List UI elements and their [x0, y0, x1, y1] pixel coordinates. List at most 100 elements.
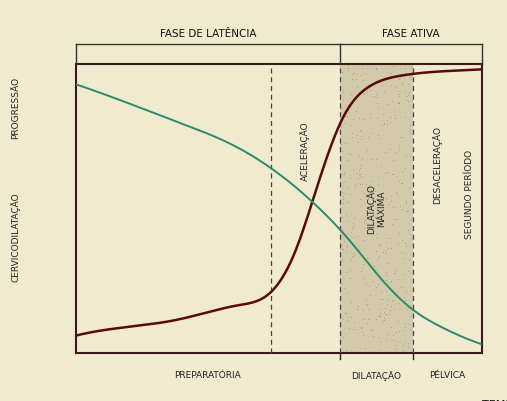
Point: [348, 225, 356, 231]
Point: [407, 64, 415, 70]
Point: [385, 311, 393, 318]
Point: [353, 84, 361, 90]
Point: [386, 245, 394, 251]
Point: [349, 326, 357, 332]
Point: [339, 96, 347, 103]
Point: [393, 191, 401, 197]
Point: [373, 115, 381, 121]
Point: [387, 70, 395, 76]
Point: [401, 65, 409, 71]
Point: [346, 275, 354, 282]
Point: [361, 213, 369, 219]
Point: [392, 216, 400, 222]
Point: [359, 315, 368, 322]
Point: [339, 193, 347, 199]
Point: [346, 122, 354, 128]
Point: [394, 317, 402, 324]
Point: [359, 237, 367, 243]
Point: [363, 204, 371, 210]
Point: [374, 173, 382, 180]
Bar: [340, 64, 413, 353]
Point: [404, 208, 412, 214]
Point: [370, 184, 378, 191]
Point: [350, 70, 358, 76]
Point: [378, 122, 386, 128]
Point: [406, 122, 414, 128]
Point: [394, 87, 403, 94]
Point: [401, 165, 409, 171]
Point: [380, 121, 388, 128]
Point: [394, 76, 403, 83]
Point: [361, 302, 370, 309]
Point: [359, 70, 367, 76]
Point: [405, 89, 413, 95]
Point: [366, 115, 374, 122]
Point: [392, 328, 400, 335]
Point: [338, 256, 346, 263]
Point: [396, 75, 405, 82]
Point: [344, 67, 352, 73]
Point: [346, 190, 354, 197]
Point: [338, 242, 346, 248]
Point: [405, 340, 413, 346]
Point: [343, 313, 351, 319]
Point: [403, 289, 411, 295]
Point: [391, 115, 399, 121]
Point: [390, 270, 398, 276]
Point: [365, 134, 373, 140]
Point: [386, 146, 394, 152]
Point: [380, 120, 388, 126]
Point: [370, 223, 378, 229]
Point: [374, 181, 382, 188]
Point: [381, 305, 389, 312]
Point: [401, 75, 409, 82]
Point: [400, 255, 408, 261]
Point: [362, 220, 370, 226]
Point: [352, 61, 360, 67]
Point: [341, 285, 349, 292]
Point: [375, 253, 383, 259]
Point: [375, 306, 383, 313]
Point: [381, 170, 389, 176]
Point: [401, 324, 409, 330]
Point: [364, 306, 372, 312]
Point: [408, 306, 416, 312]
Point: [364, 194, 372, 201]
Text: FASE ATIVA: FASE ATIVA: [382, 29, 440, 39]
Point: [347, 314, 355, 320]
Point: [373, 93, 381, 100]
Point: [403, 207, 411, 214]
Point: [359, 116, 368, 122]
Point: [390, 216, 399, 223]
Point: [336, 333, 344, 340]
Point: [344, 149, 352, 156]
Text: PROGRESSÃO: PROGRESSÃO: [11, 77, 20, 138]
Text: DILATAÇÃO
MÁXIMA: DILATAÇÃO MÁXIMA: [366, 184, 386, 233]
Point: [338, 171, 346, 177]
Point: [389, 157, 397, 163]
Point: [344, 65, 352, 71]
Point: [374, 281, 382, 288]
Point: [404, 98, 412, 104]
Point: [352, 326, 360, 332]
Point: [379, 296, 387, 302]
Point: [343, 241, 351, 247]
Point: [357, 156, 366, 162]
Point: [382, 195, 390, 201]
Point: [353, 243, 361, 249]
Point: [372, 66, 380, 73]
Point: [348, 134, 356, 140]
Point: [387, 197, 395, 204]
Point: [337, 105, 345, 112]
Point: [383, 235, 391, 241]
Point: [400, 250, 408, 256]
Point: [367, 156, 375, 162]
Point: [373, 231, 381, 238]
Point: [383, 120, 391, 127]
Point: [376, 135, 384, 141]
Point: [364, 316, 372, 322]
Point: [342, 310, 350, 316]
Point: [356, 72, 364, 78]
Point: [384, 280, 392, 287]
Point: [358, 260, 367, 267]
